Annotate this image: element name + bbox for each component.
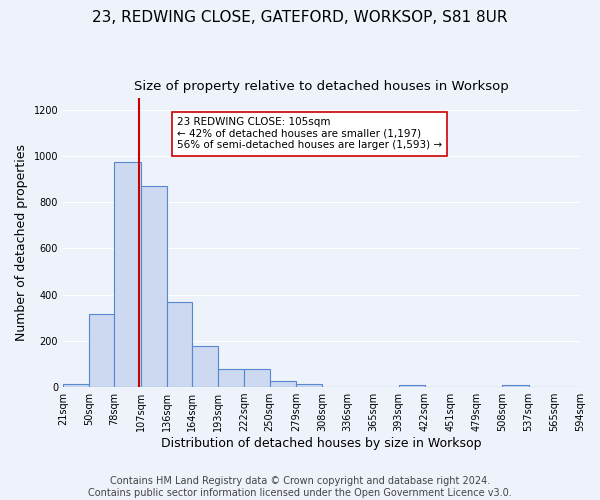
Bar xyxy=(296,384,322,387)
Bar xyxy=(269,382,296,387)
Bar xyxy=(63,384,89,387)
Bar xyxy=(140,186,167,387)
Bar xyxy=(398,385,425,387)
Bar xyxy=(218,368,244,387)
Bar xyxy=(115,162,140,387)
Text: 23, REDWING CLOSE, GATEFORD, WORKSOP, S81 8UR: 23, REDWING CLOSE, GATEFORD, WORKSOP, S8… xyxy=(92,10,508,25)
Bar xyxy=(244,368,269,387)
X-axis label: Distribution of detached houses by size in Worksop: Distribution of detached houses by size … xyxy=(161,437,482,450)
Bar xyxy=(192,346,218,387)
Text: Contains HM Land Registry data © Crown copyright and database right 2024.
Contai: Contains HM Land Registry data © Crown c… xyxy=(88,476,512,498)
Title: Size of property relative to detached houses in Worksop: Size of property relative to detached ho… xyxy=(134,80,509,93)
Bar xyxy=(89,314,115,387)
Bar xyxy=(502,385,529,387)
Text: 23 REDWING CLOSE: 105sqm
← 42% of detached houses are smaller (1,197)
56% of sem: 23 REDWING CLOSE: 105sqm ← 42% of detach… xyxy=(177,117,442,150)
Bar xyxy=(167,302,192,387)
Y-axis label: Number of detached properties: Number of detached properties xyxy=(15,144,28,341)
